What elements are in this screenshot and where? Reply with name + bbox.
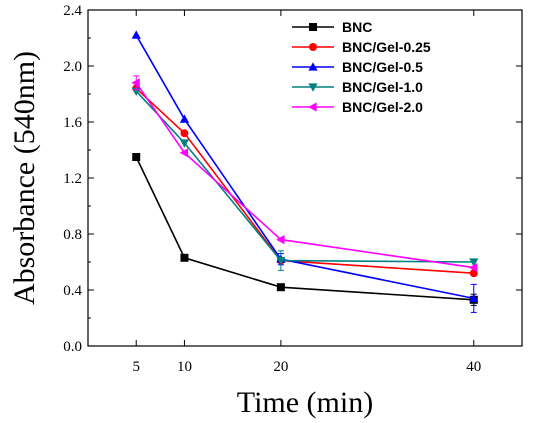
y-tick-label: 1.2 [63, 171, 82, 187]
legend-item-BNC/Gel-0.5: BNC/Gel-0.5 [292, 59, 423, 75]
x-tick-label: 20 [273, 359, 288, 375]
legend-label: BNC/Gel-0.5 [342, 59, 423, 75]
y-tick-label: 2.0 [63, 59, 82, 75]
legend-marker [308, 102, 317, 112]
x-tick-label: 10 [177, 359, 192, 375]
legend-label: BNC/Gel-1.0 [342, 79, 423, 95]
y-tick-label: 1.6 [63, 115, 82, 131]
legend-item-BNC: BNC [292, 19, 372, 35]
series-line [135, 90, 474, 263]
data-point [131, 78, 140, 88]
data-point [179, 148, 189, 158]
series-BNC/Gel-2.0 [131, 75, 478, 273]
series-layer [131, 30, 479, 313]
legend: BNC BNC/Gel-0.25 BNC/Gel-0.5 BNC/Gel-1.0 BNC… [292, 19, 431, 115]
legend-label: BNC/Gel-0.25 [342, 39, 431, 55]
data-point [180, 129, 189, 138]
series-line [135, 87, 474, 274]
y-tick-label: 0.0 [63, 339, 82, 355]
data-point [469, 258, 479, 267]
axes: 0.0 0.4 0.8 1.2 1.6 2.0 2.4 5 10 20 40 [63, 3, 523, 375]
data-point [468, 263, 478, 273]
data-point [180, 253, 189, 262]
series-line [135, 82, 474, 269]
data-point [179, 139, 190, 148]
y-tick-label: 0.4 [63, 283, 82, 299]
y-axis-title: Absorbance (540nm) [8, 51, 41, 305]
legend-label: BNC [342, 19, 372, 35]
legend-marker [309, 43, 317, 51]
legend-item-BNC/Gel-2.0: BNC/Gel-2.0 [292, 99, 423, 115]
data-point [276, 235, 285, 245]
legend-label: BNC/Gel-2.0 [342, 99, 423, 115]
y-tick-label: 2.4 [63, 3, 82, 19]
legend-marker [308, 62, 318, 71]
y-tick-label: 0.8 [63, 227, 82, 243]
series-BNC [132, 153, 478, 306]
data-point [469, 293, 479, 302]
x-tick-label: 5 [132, 359, 140, 375]
data-point [132, 153, 141, 161]
data-point [276, 257, 286, 266]
data-point [179, 114, 190, 123]
data-point [276, 283, 285, 292]
series-line [135, 156, 474, 301]
legend-marker [308, 83, 318, 92]
legend-item-BNC/Gel-1.0: BNC/Gel-1.0 [292, 79, 423, 95]
data-point [131, 30, 141, 39]
series-line [135, 34, 474, 300]
x-tick-label: 40 [466, 359, 481, 375]
legend-marker [309, 23, 317, 31]
series-BNC/Gel-0.25 [132, 84, 478, 278]
x-axis-title: Time (min) [237, 386, 373, 419]
legend-item-BNC/Gel-0.25: BNC/Gel-0.25 [292, 39, 431, 55]
